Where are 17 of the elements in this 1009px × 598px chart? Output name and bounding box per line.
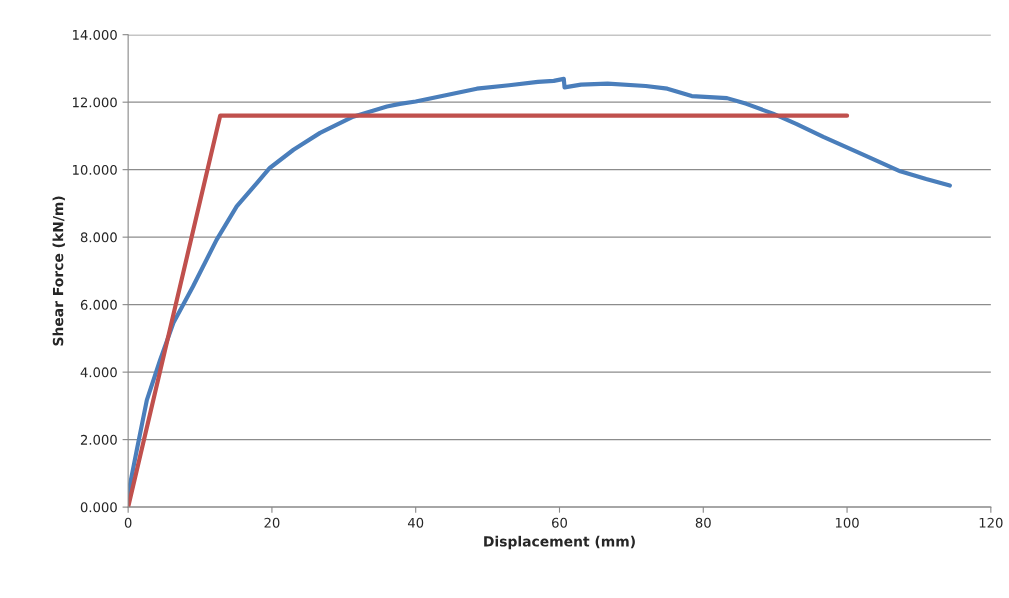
x-axis-title: Displacement (mm) <box>484 535 635 550</box>
x-tick-label: 100 <box>835 517 859 528</box>
y-tick-label: 8.000 <box>80 232 117 243</box>
x-tick-label: 60 <box>552 517 568 528</box>
y-tick-label: 0.000 <box>80 502 117 513</box>
x-tick-label: 20 <box>264 517 280 528</box>
y-tick-label: 2.000 <box>80 434 117 445</box>
y-tick-label: 6.000 <box>80 299 117 310</box>
y-tick-label: 14.000 <box>73 29 117 40</box>
x-tick-label: 0 <box>124 517 132 528</box>
x-tick-label: 120 <box>979 517 1003 528</box>
y-tick-label: 12.000 <box>73 97 117 108</box>
y-tick-label: 10.000 <box>73 164 117 175</box>
y-axis-title: Shear Force (kN/m) <box>52 196 65 346</box>
y-tick-label: 4.000 <box>80 367 117 378</box>
x-tick-label: 80 <box>695 517 711 528</box>
x-tick-label: 40 <box>407 517 424 528</box>
